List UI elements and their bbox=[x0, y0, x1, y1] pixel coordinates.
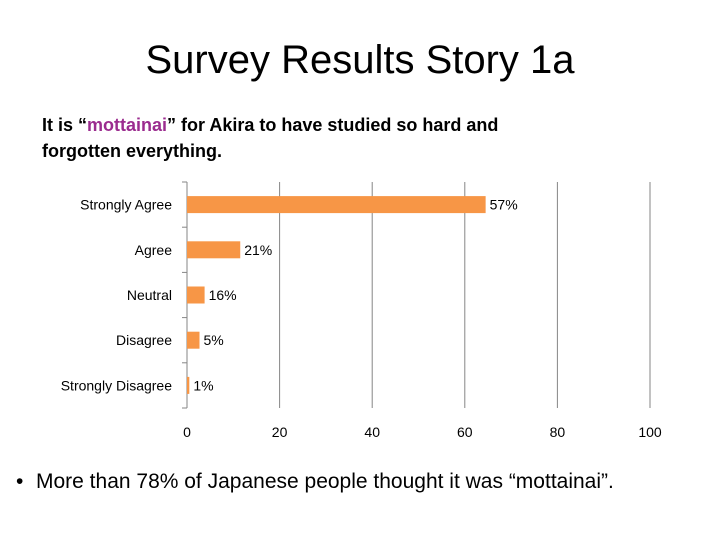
x-tick-label: 20 bbox=[272, 424, 288, 440]
category-label: Agree bbox=[135, 242, 173, 258]
category-label: Neutral bbox=[127, 287, 172, 303]
x-tick-label: 80 bbox=[550, 424, 566, 440]
data-label: 57% bbox=[490, 197, 518, 213]
data-label: 1% bbox=[193, 377, 213, 393]
bullet-point: • More than 78% of Japanese people though… bbox=[16, 470, 614, 494]
chart-title-highlight: mottainai bbox=[87, 115, 168, 135]
bar-1 bbox=[187, 241, 241, 259]
bar-3 bbox=[187, 331, 200, 349]
bar-4 bbox=[187, 376, 190, 394]
category-label: Strongly Disagree bbox=[61, 377, 172, 393]
chart-title-start: It is “ bbox=[42, 115, 88, 135]
data-label: 21% bbox=[244, 242, 272, 258]
bar-0 bbox=[187, 196, 486, 214]
bullet-text: More than 78% of Japanese people thought… bbox=[36, 470, 614, 493]
x-tick-label: 0 bbox=[183, 424, 191, 440]
data-label: 5% bbox=[204, 332, 224, 348]
bullet-icon: • bbox=[16, 470, 24, 493]
x-tick-label: 100 bbox=[638, 424, 662, 440]
data-label: 16% bbox=[209, 287, 237, 303]
bar-2 bbox=[187, 286, 205, 304]
category-label: Disagree bbox=[116, 332, 172, 348]
chart-title: It is “mottainai” for Akira to have stud… bbox=[42, 112, 562, 164]
x-tick-label: 60 bbox=[457, 424, 473, 440]
slide-title: Survey Results Story 1a bbox=[145, 38, 575, 82]
chart-title-end: ” for Akira to have studied so hard and … bbox=[42, 115, 499, 161]
category-label: Strongly Agree bbox=[80, 197, 172, 213]
x-tick-label: 40 bbox=[364, 424, 380, 440]
